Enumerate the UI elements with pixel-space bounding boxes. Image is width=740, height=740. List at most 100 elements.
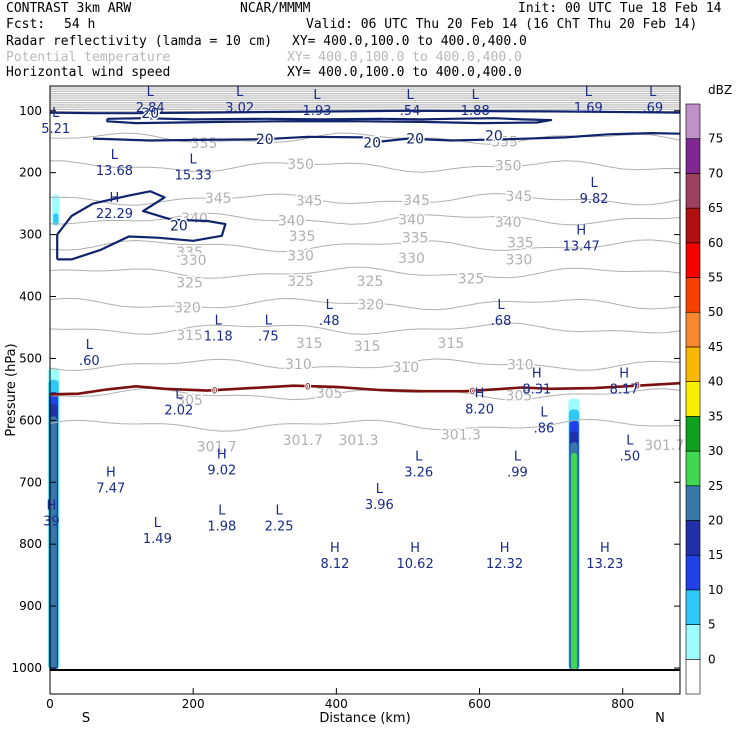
- x-tick-label: 0: [46, 697, 54, 711]
- theta-contour-305: [49, 418, 681, 432]
- extremum-value: 1.98: [207, 519, 236, 534]
- theta-label: 330: [180, 253, 207, 269]
- theta-label: 345: [296, 194, 323, 210]
- extremum-type: L: [52, 106, 60, 121]
- extremum-value: 8.31: [522, 383, 551, 398]
- colorbar-swatch-13: [685, 207, 701, 244]
- wind-contour-20-0: [49, 109, 681, 115]
- extremum-type: L: [406, 88, 414, 103]
- colorbar-swatch-16: [685, 103, 701, 140]
- wind-contour-20-1: [106, 117, 553, 125]
- extremum-value: 1.93: [303, 104, 332, 119]
- extremum-type: L: [590, 176, 598, 191]
- colorbar-swatch-2: [685, 589, 701, 625]
- theta-label: 301.7: [283, 433, 323, 449]
- extremum-type: L: [218, 503, 226, 518]
- extremum-value: .48: [319, 314, 340, 329]
- wind-contour-label: 20: [406, 132, 424, 148]
- theta-contour-335: [49, 239, 681, 253]
- colorbar-swatch-7: [685, 416, 701, 452]
- colorbar-swatch-4: [685, 520, 701, 556]
- field-reflectivity-xy: XY= 400.0,100.0 to 400.0,400.0: [292, 34, 527, 49]
- extremum-value: 1.69: [574, 101, 603, 116]
- theta-contour-325: [49, 297, 681, 311]
- colorbar-level-label: 55: [708, 271, 723, 285]
- extremum-type: L: [86, 338, 94, 353]
- theta-label: 340: [495, 215, 522, 231]
- extremum-type: H: [576, 224, 586, 239]
- init-time: Init: 00 UTC Tue 18 Feb 14: [518, 1, 722, 16]
- extremum-type: L: [147, 85, 155, 100]
- colorbar-level-label: 75: [708, 132, 723, 146]
- extremum-value: 1.49: [143, 532, 172, 547]
- field-theta-xy: XY= 400.0,100.0 to 400.0,400.0: [287, 50, 522, 65]
- theta-label: 330: [506, 252, 533, 268]
- colorbar-swatch-15: [685, 138, 701, 174]
- extremum-value: .69: [642, 101, 663, 116]
- freezing-level-label: 0: [470, 387, 476, 397]
- theta-label: 330: [398, 251, 425, 267]
- theta-label: 325: [458, 272, 485, 288]
- colorbar-swatch-5: [685, 485, 701, 521]
- y-tick-label: 600: [19, 413, 42, 427]
- theta-label: 305: [316, 386, 343, 402]
- x-axis-title: Distance (km): [319, 711, 410, 726]
- y-tick-label: 900: [19, 599, 42, 613]
- colorbar-swatch-11: [685, 277, 701, 313]
- theta-label: 345: [506, 189, 533, 205]
- reflectivity-column-2-10: [53, 213, 59, 226]
- extremum-value: .50: [620, 449, 641, 464]
- extremum-value: 10.62: [397, 557, 434, 572]
- freezing-level-label: 0: [212, 387, 218, 397]
- extremum-value: 3.96: [365, 498, 394, 513]
- extremum-value: 3.26: [404, 466, 433, 481]
- y-tick-label: 200: [19, 166, 42, 180]
- theta-label: 310: [285, 357, 312, 373]
- theta-label: 345: [403, 193, 430, 209]
- theta-label: 325: [287, 274, 314, 290]
- colorbar-swatch-14: [685, 173, 701, 209]
- extremum-type: H: [110, 191, 120, 206]
- theta-label: 315: [176, 328, 203, 344]
- theta-contour-350: [49, 160, 681, 173]
- extremum-value: 22.29: [96, 207, 133, 222]
- y-tick-label: 400: [19, 290, 42, 304]
- freezing-level-label: 0: [634, 382, 640, 392]
- theta-label: 350: [287, 157, 314, 173]
- extremum-value: .99: [507, 466, 528, 481]
- theta-label: 350: [495, 158, 522, 174]
- extremum-value: .60: [79, 354, 100, 369]
- wind-contour-label: 20: [141, 106, 159, 122]
- y-tick-label: 500: [19, 351, 42, 365]
- extremum-value: .75: [258, 329, 279, 344]
- theta-label: 315: [438, 336, 465, 352]
- x-tick-label: 400: [325, 697, 348, 711]
- theta-label: 335: [402, 231, 429, 247]
- y-tick-label: 800: [19, 537, 42, 551]
- extremum-value: 13.47: [563, 240, 600, 255]
- extremum-value: 2.84: [136, 101, 165, 116]
- extremum-value: 1.88: [461, 104, 490, 119]
- extremum-value: 2.02: [164, 404, 193, 419]
- extremum-value: 5.21: [41, 122, 70, 137]
- extremum-type: L: [236, 85, 244, 100]
- wind-contour-label: 20: [256, 132, 274, 148]
- theta-label: 355: [191, 136, 218, 152]
- colorbar-level-label: 20: [708, 513, 723, 527]
- theta-contour-330: [49, 266, 681, 279]
- wind-contour-label: 20: [363, 135, 381, 151]
- colorbar-level-label: 50: [708, 305, 723, 319]
- extremum-value: 8.17: [610, 383, 639, 398]
- extremum-type: L: [649, 85, 657, 100]
- colorbar-swatch-9: [685, 346, 701, 382]
- extremum-value: 13.23: [586, 557, 623, 572]
- x-end-label: N: [655, 711, 665, 726]
- reflectivity-column-0-25: [50, 416, 57, 670]
- x-tick-label: 800: [611, 697, 634, 711]
- theta-label: 320: [174, 301, 201, 317]
- plot-frame: [49, 85, 681, 695]
- extremum-type: H: [217, 448, 227, 463]
- theta-label: 310: [392, 360, 419, 376]
- theta-label: 325: [357, 274, 384, 290]
- extremum-type: H: [475, 386, 485, 401]
